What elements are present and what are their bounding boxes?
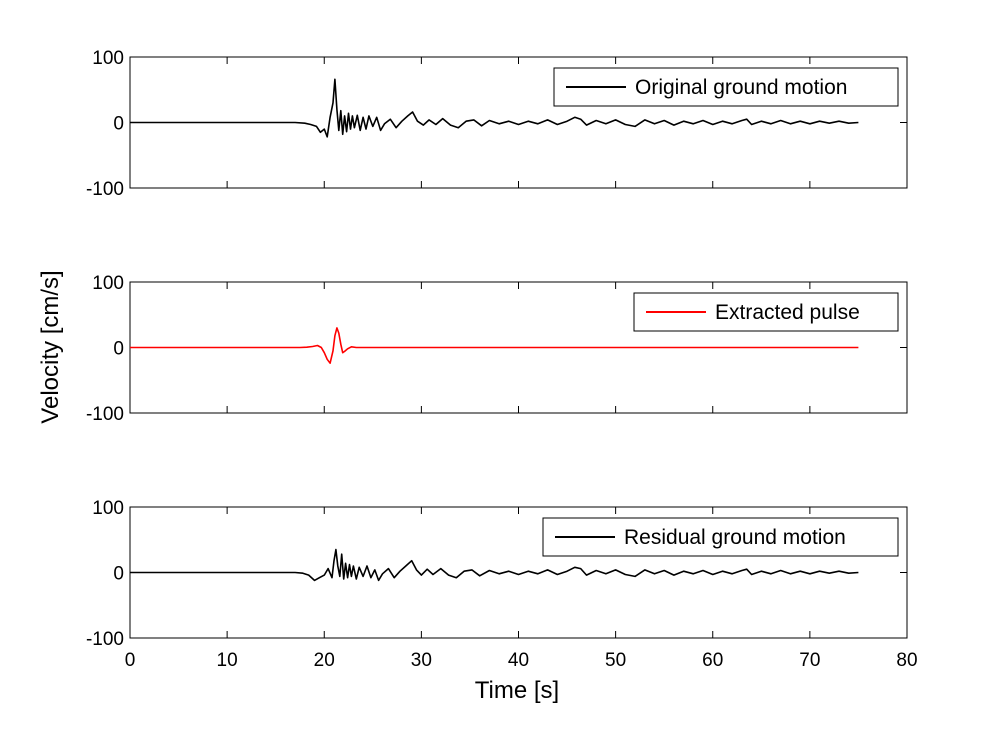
x-tick-label: 80: [896, 650, 917, 671]
y-tick-label: 100: [92, 48, 124, 69]
legend: Original ground motion: [553, 67, 899, 107]
series-line: [130, 548, 859, 582]
panel-2: 100 0 -100 Extracted pulse: [86, 273, 908, 425]
y-tick-label: 0: [113, 564, 124, 585]
y-tick-label: 100: [92, 273, 124, 294]
y-tick-label: -100: [86, 404, 124, 425]
series-line: [130, 327, 859, 365]
x-axis-title: Time [s]: [475, 677, 559, 704]
x-tick-label: 30: [411, 650, 432, 671]
x-tick-label: 0: [125, 650, 136, 671]
y-tick-label: -100: [86, 629, 124, 650]
legend: Residual ground motion: [542, 517, 899, 557]
x-tick-label: 20: [314, 650, 335, 671]
y-tick-label: 0: [113, 339, 124, 360]
y-tick-label: -100: [86, 179, 124, 200]
panel-1: 100 0 -100 Original ground motion: [86, 48, 908, 200]
series-line: [130, 78, 859, 138]
legend-label: Original ground motion: [635, 76, 847, 99]
y-axis-title: Velocity [cm/s]: [37, 270, 64, 423]
y-tick-label: 100: [92, 498, 124, 519]
x-tick-label: 40: [508, 650, 529, 671]
legend: Extracted pulse: [633, 292, 899, 332]
x-tick-label: 60: [702, 650, 723, 671]
y-tick-label: 0: [113, 114, 124, 135]
x-tick-label: 10: [217, 650, 238, 671]
x-tick-label: 50: [605, 650, 626, 671]
x-tick-label: 70: [799, 650, 820, 671]
legend-label: Extracted pulse: [715, 301, 860, 324]
legend-label: Residual ground motion: [624, 526, 846, 549]
